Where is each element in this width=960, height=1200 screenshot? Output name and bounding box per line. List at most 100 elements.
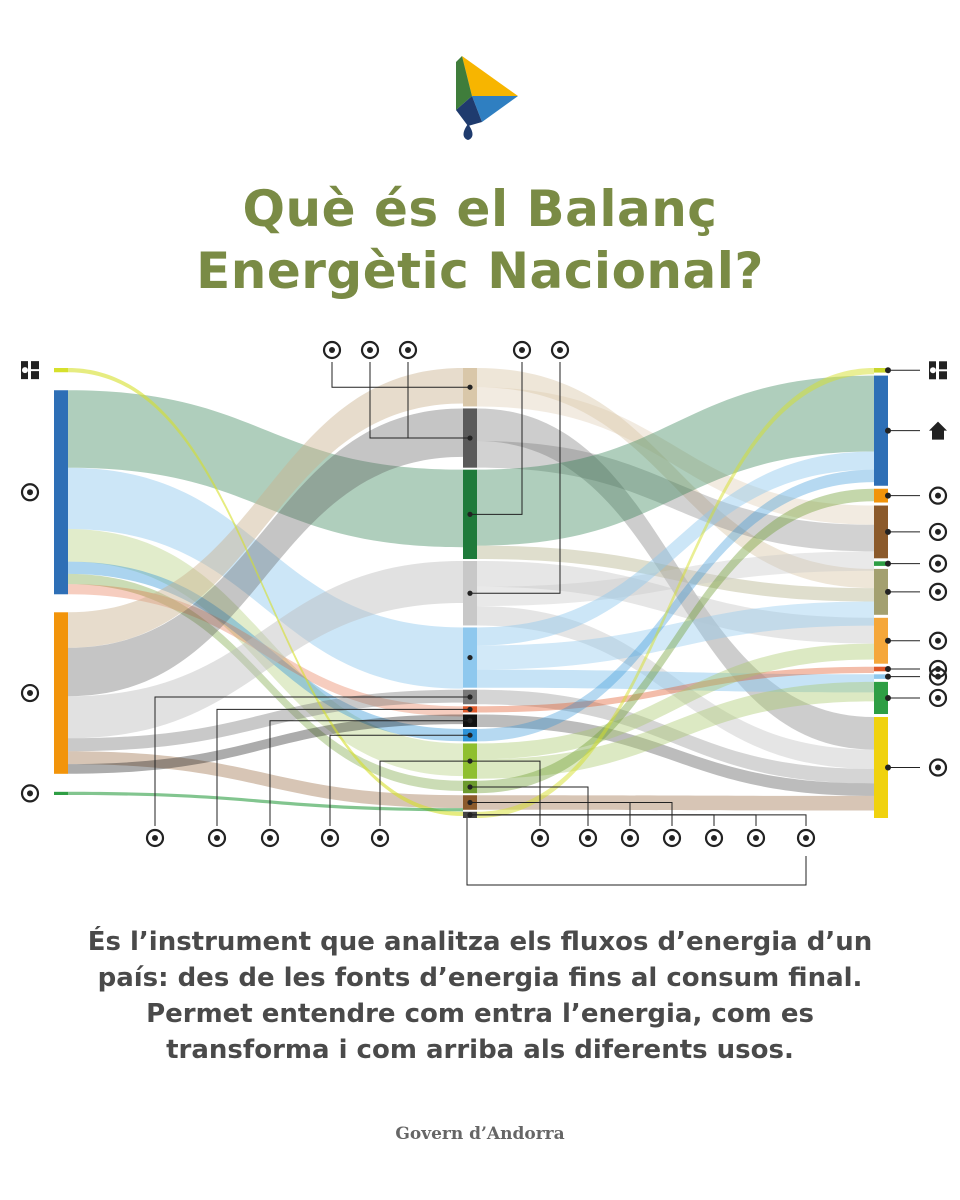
sankey-flow [68, 528, 463, 777]
sankey-node-consumption [874, 368, 888, 373]
renewables-icon [20, 483, 40, 502]
electric-charger-icon [796, 828, 816, 848]
sankey-flow [68, 689, 463, 752]
bus-icon [928, 758, 948, 777]
node-marker [467, 654, 473, 661]
power-station-icon [928, 582, 948, 601]
sun-icon [746, 828, 766, 848]
logo-yellow-shape [462, 56, 518, 96]
sankey-flow [477, 488, 874, 794]
connector-line [470, 801, 673, 826]
logo-navy-shape [456, 96, 482, 126]
sankey-flow [68, 561, 463, 742]
sankey-flow [477, 408, 874, 750]
sankey-flow [477, 669, 874, 693]
sankey-flow [68, 791, 463, 812]
sankey-flow [477, 601, 874, 670]
connector-line [470, 760, 541, 826]
sankey-flow [68, 751, 463, 809]
export-icon [928, 688, 948, 708]
logo-blue-shape [472, 96, 518, 122]
connector-line [470, 786, 589, 826]
sankey-node-consumption [874, 674, 888, 679]
coal-icon [620, 828, 640, 848]
sankey-flow [68, 714, 463, 774]
sankey-node-source [54, 390, 68, 595]
connector-line [154, 696, 470, 826]
sankey-flow [477, 681, 874, 779]
sankey-flow [477, 666, 874, 713]
connector-line [379, 760, 470, 826]
grass-icon [578, 828, 598, 848]
sankey-flow [477, 368, 874, 589]
description-line-3: Permet entendre com entra l’energia, com… [146, 999, 814, 1029]
sankey-flow [477, 561, 874, 644]
heat-pump-icon [662, 828, 682, 848]
title-line-1: Què és el Balanç [242, 180, 718, 238]
title-line-2: Energètic Nacional? [196, 242, 764, 300]
statue-icon [928, 486, 948, 505]
description: És l’instrument que analitza els fluxos … [40, 924, 920, 1068]
sankey-flow [477, 451, 874, 646]
waste-icon [370, 828, 390, 848]
connector-line [407, 362, 470, 439]
sankey-node-consumption [874, 617, 888, 664]
sankey-node-consumption [874, 568, 888, 615]
flame-cylinder-icon [398, 340, 418, 360]
fuel-pump-icon [550, 340, 570, 360]
sankey-node-source [54, 612, 68, 774]
sankey-node-consumption [874, 666, 888, 672]
sankey-flow [477, 689, 874, 784]
oil-barrel-icon [320, 828, 340, 848]
industry-icon [928, 522, 948, 542]
sankey-flow [68, 584, 463, 717]
car-icon [704, 828, 724, 848]
wood-icon [512, 340, 532, 360]
sankey-flow [477, 714, 874, 796]
export-icon [20, 784, 40, 803]
connector-line [466, 818, 807, 886]
sankey-node-source [54, 791, 68, 795]
tractor-icon [928, 554, 948, 573]
sankey-node-consumption [874, 681, 888, 715]
connector-line [470, 814, 715, 826]
sankey-flow [477, 387, 874, 525]
sankey-node-consumption [874, 561, 888, 566]
connector-line [329, 734, 470, 826]
connector-line [470, 362, 561, 594]
description-line-4: transforma i com arriba als diferents us… [166, 1035, 794, 1065]
sankey-node-consumption [874, 717, 888, 818]
connector-line [216, 708, 470, 826]
sankey-node-source [54, 368, 68, 373]
logo-drop [463, 124, 473, 140]
page-title: Què és el Balanç Energètic Nacional? [0, 178, 960, 302]
description-line-1: És l’instrument que analitza els fluxos … [87, 927, 873, 957]
government-energy-logo [456, 56, 518, 140]
biomass-plant-icon [260, 828, 280, 848]
sankey-flow [68, 408, 463, 697]
sankey-flow [68, 368, 463, 648]
sankey-flow [477, 368, 874, 818]
sankey-flow [477, 643, 874, 760]
gas-bottle-icon [322, 340, 342, 360]
sankey-flow [68, 573, 463, 791]
sankey-flow [68, 390, 463, 548]
sankey-node-consumption [874, 488, 888, 503]
sankey-flow [477, 795, 874, 811]
sankey-connectors [154, 362, 920, 886]
power-plant-icon [929, 361, 947, 380]
connector-line [331, 362, 470, 388]
sankey-flow [477, 551, 874, 607]
sankey-flow [477, 441, 874, 552]
footer-brand: Govern d’Andorra [395, 1124, 565, 1144]
connector-line [269, 720, 470, 826]
thermal-plant-icon [530, 828, 550, 848]
sankey-flow [477, 545, 874, 602]
sankey-flow [68, 368, 463, 817]
power-plant-icon [21, 361, 39, 380]
household-icon [929, 421, 947, 440]
connector-line [470, 814, 757, 826]
sankey-node-consumption [874, 505, 888, 559]
gas-pipe-icon [360, 340, 380, 360]
energy-sankey-diagram [20, 340, 948, 886]
